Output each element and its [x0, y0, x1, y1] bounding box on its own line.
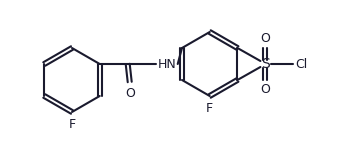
Text: F: F: [68, 118, 75, 131]
Text: S: S: [261, 57, 270, 71]
Text: Cl: Cl: [296, 57, 308, 71]
Text: O: O: [261, 83, 270, 96]
Text: O: O: [125, 87, 135, 100]
Text: HN: HN: [158, 57, 176, 71]
Text: F: F: [206, 102, 213, 115]
Text: O: O: [261, 32, 270, 45]
